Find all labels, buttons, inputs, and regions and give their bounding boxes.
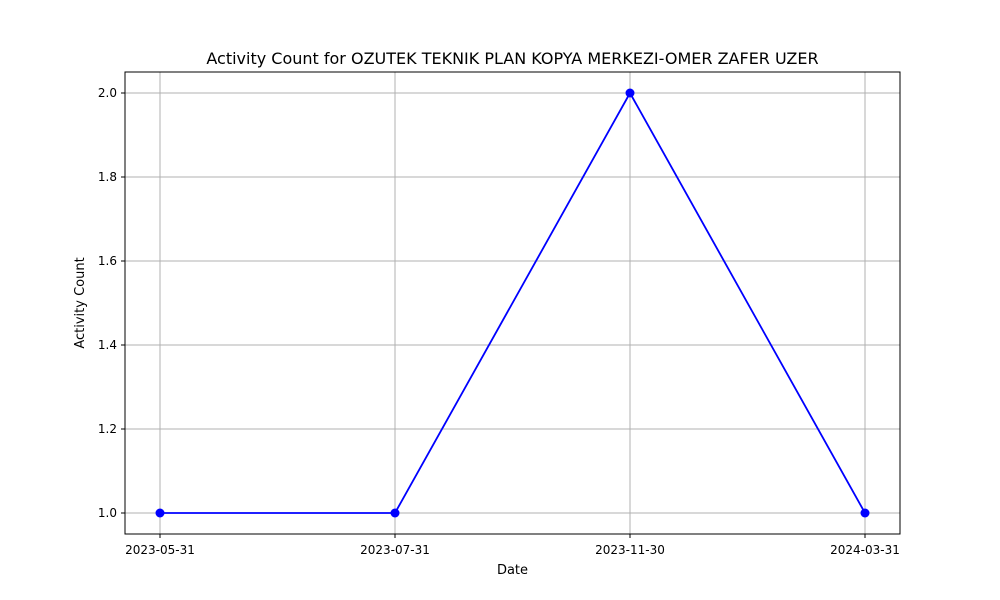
chart-title: Activity Count for OZUTEK TEKNIK PLAN KO…	[206, 49, 818, 68]
x-tick-label: 2023-05-31	[125, 543, 195, 557]
x-tick-label: 2023-07-31	[360, 543, 430, 557]
series-layer	[155, 88, 870, 518]
y-tick-label: 1.8	[98, 170, 117, 184]
plot-frame	[124, 71, 901, 535]
series-line	[160, 91, 866, 514]
data-point	[860, 508, 870, 518]
y-axis-label: Activity Count	[73, 257, 88, 348]
y-tick-label: 1.4	[98, 338, 117, 352]
data-point	[625, 88, 635, 98]
data-point	[155, 508, 165, 518]
data-point	[390, 508, 400, 518]
y-tick-label: 1.6	[98, 254, 117, 268]
y-tick-label: 1.2	[98, 422, 117, 436]
x-axis-label: Date	[497, 563, 528, 578]
y-tick-label: 1.0	[98, 506, 117, 520]
x-tick-label: 2024-03-31	[830, 543, 900, 557]
axis-ticks: 2023-05-31 2023-07-31 2023-11-30 2024-03-31…	[98, 86, 900, 557]
x-tick-label: 2023-11-30	[595, 543, 665, 557]
y-tick-label: 2.0	[98, 86, 117, 100]
